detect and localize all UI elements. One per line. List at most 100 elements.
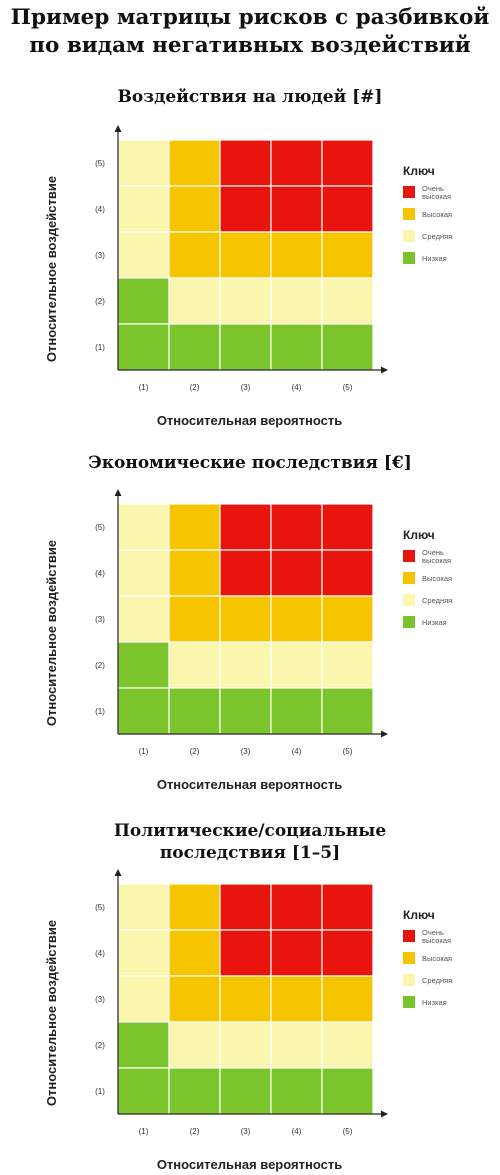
matrix-cell-very-high [219, 185, 272, 233]
matrix-cell-low [321, 687, 374, 735]
matrix-cell-high [168, 549, 221, 597]
matrix-cell-very-high [321, 929, 374, 977]
matrix-cell-low [270, 687, 323, 735]
matrix-cell-medium [270, 277, 323, 325]
legend-label: высокая [422, 936, 451, 945]
panel-title-line-1: Воздействия на людей [#] [117, 87, 383, 107]
legend-swatch-medium [403, 594, 415, 606]
matrix-cell-high [270, 231, 323, 279]
matrix-cell-medium [321, 641, 374, 689]
x-tick-label: (3) [241, 747, 251, 756]
matrix-cell-low [321, 323, 374, 371]
x-tick-label: (4) [292, 1127, 302, 1136]
x-axis-arrow [381, 730, 388, 738]
x-tick-label: (1) [139, 383, 149, 392]
matrix-cell-very-high [219, 929, 272, 977]
panel-title: Политические/социальные последствия [1–5… [0, 820, 500, 864]
x-tick-label: (2) [190, 747, 200, 756]
matrix-cell-high [219, 231, 272, 279]
page-title-line-2: по видам негативных воздействий [29, 33, 471, 58]
matrix-cell-low [117, 1067, 170, 1115]
y-tick-label: (5) [95, 159, 105, 168]
matrix-cell-high [168, 139, 221, 187]
legend-label: Низкая [422, 254, 447, 263]
matrix-cell-very-high [219, 503, 272, 551]
matrix-cell-very-high [270, 503, 323, 551]
matrix-cell-low [168, 1067, 221, 1115]
legend-swatch-medium [403, 230, 415, 242]
matrix-cell-very-high [270, 549, 323, 597]
legend-swatch-high [403, 208, 415, 220]
legend-swatch-very-high [403, 186, 415, 198]
legend-label: Высокая [422, 210, 452, 219]
legend-label: Очень [422, 548, 444, 557]
legend-swatch-very-high [403, 550, 415, 562]
x-tick-label: (2) [190, 383, 200, 392]
matrix-cell-low [168, 687, 221, 735]
risk-matrix-chart-economic: (1) (2) (3) (4) (5) (1) (2) (3) (4) (5) Относитель… [44, 489, 452, 792]
x-tick-label: (2) [190, 1127, 200, 1136]
y-tick-label: (4) [95, 569, 105, 578]
x-tick-label: (5) [343, 383, 353, 392]
matrix-cell-medium [117, 549, 170, 597]
matrix-cell-high [321, 231, 374, 279]
matrix-cells [117, 139, 374, 371]
y-axis-title: Относительное воздействие [44, 540, 59, 726]
matrix-cell-medium [117, 595, 170, 643]
page-title: Пример матрицы рисков с разбивкой по вид… [0, 4, 500, 60]
legend-label: Высокая [422, 574, 452, 583]
y-tick-label: (2) [95, 297, 105, 306]
legend-label: Средняя [422, 596, 452, 605]
x-tick-label: (1) [139, 747, 149, 756]
matrix-cell-high [321, 975, 374, 1023]
matrix-cell-high [168, 929, 221, 977]
y-axis-arrow [114, 869, 122, 876]
y-tick-label: (5) [95, 523, 105, 532]
matrix-cell-medium [117, 185, 170, 233]
matrix-cell-low [117, 323, 170, 371]
matrix-cell-high [270, 975, 323, 1023]
legend-label: Средняя [422, 976, 452, 985]
matrix-cell-very-high [321, 883, 374, 931]
matrix-cell-medium [219, 1021, 272, 1069]
legend-title: Ключ [403, 908, 435, 922]
legend-swatch-medium [403, 974, 415, 986]
matrix-cell-medium [117, 975, 170, 1023]
x-tick-label: (5) [343, 747, 353, 756]
matrix-cell-very-high [321, 139, 374, 187]
matrix-cell-low [321, 1067, 374, 1115]
matrix-cell-medium [219, 277, 272, 325]
matrix-cell-low [168, 323, 221, 371]
matrix-cell-high [168, 503, 221, 551]
x-tick-label: (4) [292, 383, 302, 392]
matrix-cell-very-high [321, 549, 374, 597]
x-tick-label: (1) [139, 1127, 149, 1136]
matrix-cell-low [219, 1067, 272, 1115]
matrix-cell-medium [117, 231, 170, 279]
legend-swatch-low [403, 616, 415, 628]
risk-matrix-chart-political: (1) (2) (3) (4) (5) (1) (2) (3) (4) (5) Относитель… [44, 869, 452, 1172]
matrix-cell-low [270, 323, 323, 371]
matrix-cell-medium [270, 1021, 323, 1069]
panel-title-line-1: Экономические последствия [€] [88, 453, 412, 473]
matrix-cell-medium [321, 1021, 374, 1069]
matrix-cell-low [117, 1021, 170, 1069]
matrix-cell-low [270, 1067, 323, 1115]
y-tick-label: (3) [95, 251, 105, 260]
page-title-line-1: Пример матрицы рисков с разбивкой [10, 5, 490, 30]
y-axis-arrow [114, 125, 122, 132]
legend-title: Ключ [403, 164, 435, 178]
matrix-cell-medium [270, 641, 323, 689]
legend-swatch-low [403, 996, 415, 1008]
legend-label: высокая [422, 192, 451, 201]
matrix-cell-very-high [270, 185, 323, 233]
legend-label: Низкая [422, 998, 447, 1007]
legend-label: Средняя [422, 232, 452, 241]
matrix-cell-low [117, 641, 170, 689]
x-tick-label: (3) [241, 383, 251, 392]
y-tick-label: (4) [95, 949, 105, 958]
legend-title: Ключ [403, 528, 435, 542]
y-axis-title: Относительное воздействие [44, 176, 59, 362]
